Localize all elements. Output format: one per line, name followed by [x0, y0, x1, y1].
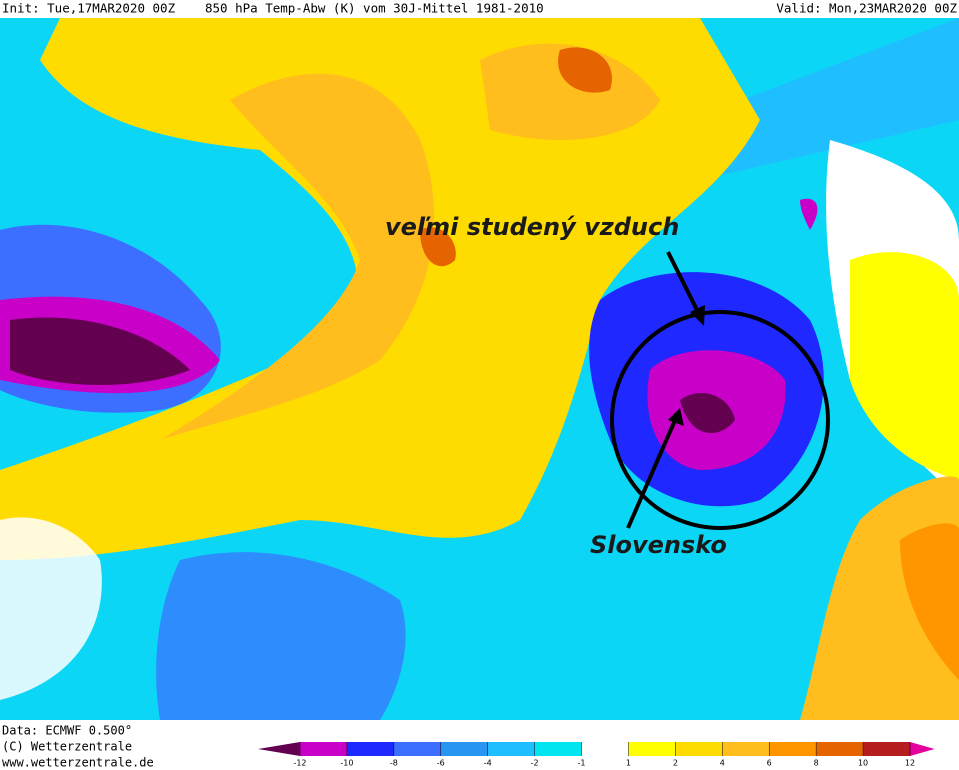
colorbar-tick-label: -12	[293, 759, 306, 768]
colorbar-segment	[910, 742, 935, 756]
colorbar-tick-label: 12	[905, 759, 915, 768]
colorbar-tick-label: 6	[767, 759, 772, 768]
colorbar-segment	[487, 742, 535, 756]
website: www.wetterzentrale.de	[2, 756, 154, 770]
colorbar-segment	[258, 742, 300, 756]
colorbar: -12 -10 -8 -6 -4 -2 -1 1 2 4 6 8 10 12	[258, 742, 935, 768]
colorbar-tick-label: -2	[531, 759, 539, 768]
colorbar-segment	[816, 742, 864, 756]
colorbar-tick-label: 4	[720, 759, 725, 768]
colorbar-tick-label: -1	[578, 759, 586, 768]
colorbar-segment	[534, 742, 582, 756]
colorbar-tick-label: -10	[340, 759, 353, 768]
valid-time: Valid: Mon,23MAR2020 00Z	[776, 1, 957, 16]
colorbar-segment	[346, 742, 394, 756]
colorbar-tick-label: -6	[437, 759, 445, 768]
colorbar-segment	[393, 742, 441, 756]
colorbar-tick-label: 8	[814, 759, 819, 768]
colorbar-tick-label: 1	[626, 759, 631, 768]
map-title: 850 hPa Temp-Abw (K) vom 30J-Mittel 1981…	[205, 1, 544, 16]
colorbar-segment	[863, 742, 910, 756]
map	[0, 18, 959, 720]
colorbar-tick-label: 2	[673, 759, 678, 768]
colorbar-segment	[722, 742, 770, 756]
colorbar-segment	[628, 742, 676, 756]
colorbar-segment	[581, 742, 629, 756]
colorbar-segment	[300, 742, 347, 756]
annotation: veľmi studený vzduch	[385, 213, 679, 241]
colorbar-tick-label: 10	[858, 759, 868, 768]
colorbar-tick-label: -4	[484, 759, 492, 768]
colorbar-segment	[769, 742, 817, 756]
colorbar-segment	[675, 742, 723, 756]
data-source: Data: ECMWF 0.500°	[2, 724, 132, 738]
colorbar-tick-label: -8	[390, 759, 398, 768]
colorbar-segment	[440, 742, 488, 756]
init-time: Init: Tue,17MAR2020 00Z	[2, 1, 176, 16]
header-bar	[0, 0, 959, 18]
copyright: (C) Wetterzentrale	[2, 740, 132, 754]
annotation: Slovensko	[590, 531, 727, 559]
